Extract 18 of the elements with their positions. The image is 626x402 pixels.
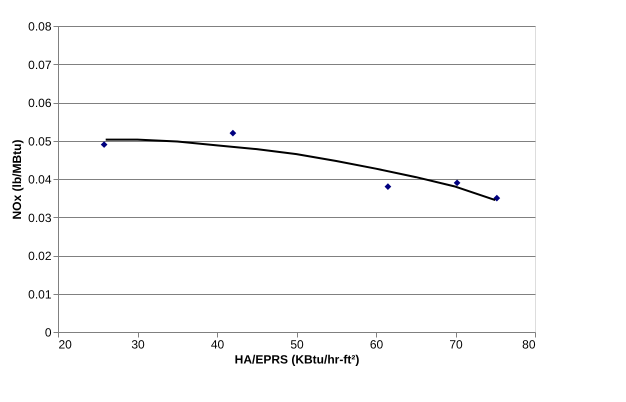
y-axis-title: NOx (lb/MBtu) (10, 140, 24, 220)
y-tick-label: 0.04 (28, 172, 52, 186)
y-tick-label: 0.05 (28, 134, 52, 148)
y-tick-label: 0.07 (28, 58, 52, 72)
x-tick-label: 40 (210, 338, 224, 352)
y-tick-label: 0.02 (28, 249, 52, 263)
x-tick-label: 20 (58, 338, 72, 352)
x-tick-label: 60 (370, 338, 384, 352)
y-tick-label: 0.03 (28, 210, 52, 225)
x-tick-label: 70 (449, 338, 463, 352)
x-axis-title: HA/EPRS (KBtu/hr-ft²) (234, 352, 360, 366)
x-tick-label: 80 (522, 338, 536, 352)
x-tick-label: 30 (131, 338, 145, 352)
y-tick-label: 0.06 (28, 96, 52, 110)
x-tick-label: 50 (290, 338, 304, 352)
y-tick-label: 0 (44, 326, 52, 340)
y-tick-label: 0.01 (28, 287, 52, 302)
y-tick-label: 0.08 (28, 20, 52, 34)
